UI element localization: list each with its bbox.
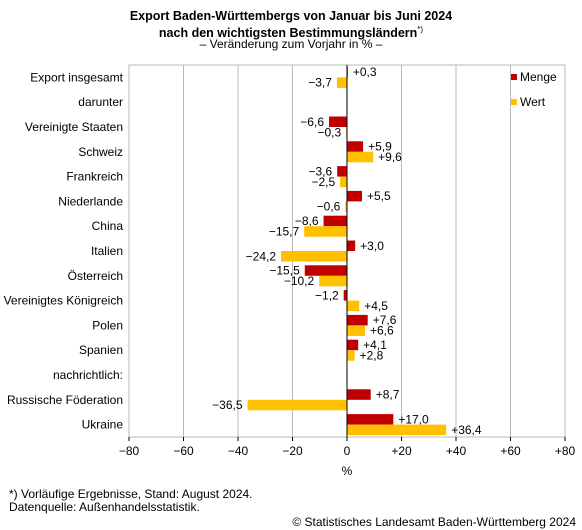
menge-value-label: −3,6 [308, 164, 332, 178]
legend-swatch-wert [511, 99, 517, 105]
wert-value-label: −36,5 [212, 398, 243, 412]
wert-bar [319, 275, 347, 287]
wert-bar [304, 226, 347, 237]
wert-value-label: +4,5 [364, 299, 388, 313]
chart-title-line1: Export Baden-Württembergs von Januar bis… [129, 9, 453, 23]
menge-bar [347, 141, 364, 152]
wert-bar [247, 399, 347, 411]
chart-title-footnote-mark: *) [417, 25, 424, 34]
x-axis-title: % [342, 464, 353, 478]
legend-swatch-menge [511, 74, 517, 80]
menge-value-label: +3,0 [360, 239, 384, 253]
wert-value-label: +9,6 [378, 150, 402, 164]
category-label: Vereinigte Staaten [25, 120, 123, 134]
wert-value-label: −3,7 [308, 76, 332, 90]
wert-bar [281, 251, 347, 262]
category-label: Frankreich [66, 170, 123, 184]
wert-bar [347, 350, 355, 361]
menge-bar [347, 339, 359, 351]
wert-bar [345, 201, 347, 212]
category-label: Italien [91, 244, 123, 258]
menge-bar [347, 190, 362, 202]
x-tick-label: 0 [344, 444, 351, 458]
footnote-preliminary: *) Vorläufige Ergebnisse, Stand: August … [9, 487, 253, 501]
menge-bar [337, 166, 347, 177]
menge-bar [304, 265, 347, 276]
copyright-notice: © Statistisches Landesamt Baden-Württemb… [292, 515, 576, 529]
category-label: Polen [92, 318, 123, 332]
chart-title-line2: nach den wichtigsten Bestimmungsländern*… [0, 23, 582, 40]
category-label: Spanien [79, 343, 123, 357]
legend-label-wert: Wert [520, 95, 546, 109]
x-tick-label: −40 [228, 444, 249, 458]
legend-label-menge: Menge [520, 70, 557, 84]
menge-bar [347, 314, 368, 326]
menge-value-label: +17,0 [398, 412, 429, 426]
category-label: Niederlande [58, 194, 123, 208]
wert-value-label: +36,4 [451, 423, 482, 437]
x-tick-label: +60 [500, 444, 521, 458]
x-tick-label: +20 [391, 444, 412, 458]
category-label: China [92, 219, 124, 233]
x-tick-label: −20 [282, 444, 303, 458]
menge-value-label: +0,3 [353, 65, 377, 79]
menge-value-label: +5,9 [368, 140, 392, 154]
category-label: Österreich [68, 269, 123, 283]
wert-bar [347, 300, 360, 312]
category-label: Ukraine [82, 418, 124, 432]
menge-value-label: −6,6 [300, 115, 324, 129]
menge-bar [329, 116, 347, 127]
wert-value-label: −24,2 [246, 249, 277, 263]
wert-bar [347, 424, 447, 436]
wert-value-label: +2,8 [360, 348, 384, 362]
wert-value-label: −0,3 [317, 125, 341, 139]
menge-value-label: −15,5 [269, 264, 300, 278]
menge-value-label: +4,1 [363, 338, 387, 352]
footnote-source: Datenquelle: Außenhandelsstatistik. [9, 500, 200, 514]
chart-title-line2-text: nach den wichtigsten Bestimmungsländern [158, 26, 418, 41]
menge-value-label: +5,5 [367, 189, 391, 203]
menge-value-label: −8,6 [295, 214, 319, 228]
wert-bar [347, 325, 365, 336]
category-label: Russische Föderation [7, 393, 123, 407]
wert-value-label: −10,2 [284, 274, 315, 288]
x-tick-label: +80 [555, 444, 576, 458]
menge-bar [323, 215, 347, 227]
wert-bar [347, 151, 374, 163]
x-tick-label: −60 [173, 444, 194, 458]
category-label: nachrichtlich: [53, 368, 123, 382]
menge-bar [343, 290, 347, 301]
chart-subtitle: – Veränderung zum Vorjahr in % – [199, 37, 383, 51]
x-tick-label: −80 [119, 444, 140, 458]
menge-value-label: +8,7 [376, 388, 400, 402]
menge-value-label: +7,6 [373, 313, 397, 327]
category-label: Vereinigtes Königreich [4, 294, 123, 308]
menge-bar [347, 389, 371, 400]
x-tick-label: +40 [446, 444, 467, 458]
wert-value-label: −2,5 [311, 175, 335, 189]
wert-bar [336, 77, 347, 88]
menge-bar [347, 240, 356, 251]
wert-value-label: −0,6 [317, 200, 341, 214]
category-label: Export insgesamt [30, 70, 123, 84]
menge-bar [347, 414, 394, 425]
menge-value-label: −1,2 [315, 288, 339, 302]
category-label: darunter [78, 95, 123, 109]
wert-bar [340, 176, 347, 188]
wert-value-label: +6,6 [370, 324, 394, 338]
wert-value-label: −15,7 [269, 224, 300, 238]
category-label: Schweiz [78, 145, 123, 159]
